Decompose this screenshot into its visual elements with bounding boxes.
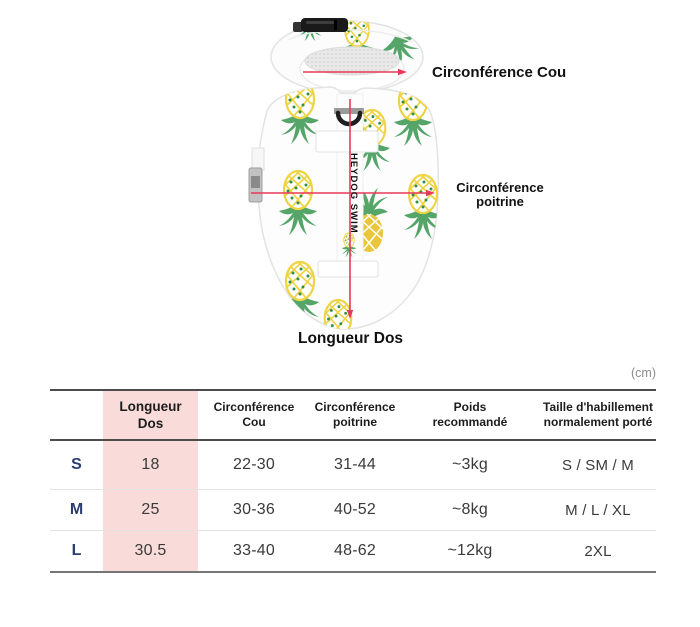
header-size — [50, 391, 103, 439]
buckle-icon — [293, 18, 348, 32]
neck-circumference-label: Circonférence Cou — [432, 64, 567, 81]
poids-value: ~12kg — [447, 542, 493, 559]
cou-value: 33-40 — [233, 542, 275, 559]
header-poids-recommande: Poids recommandé — [432, 399, 508, 429]
header-longueur-dos: Longueur Dos — [103, 391, 198, 439]
chest-circumference-label: Circonférence poitrine — [437, 181, 563, 208]
header-circonference-poitrine: Circonférence poitrine — [314, 399, 396, 429]
table-row: S 18 22-30 31-44 ~3kg S / SM / M — [50, 441, 656, 490]
unit-label: (cm) — [631, 366, 656, 380]
poitrine-value: 48-62 — [334, 542, 376, 559]
size-label: M — [69, 501, 84, 518]
d-ring-icon — [334, 108, 364, 127]
size-table: Longueur Dos Circonférence Cou Circonfér… — [50, 389, 656, 573]
chest-label-line2: poitrine — [476, 193, 524, 209]
poitrine-value: 40-52 — [334, 501, 376, 518]
longueur-dos-value: 25 — [103, 490, 198, 530]
velcro-strap-bottom — [317, 260, 379, 278]
header-taille-habillement: Taille d'habillement normalement porté — [543, 399, 653, 429]
taille-value: S / SM / M — [561, 456, 634, 474]
header-circonference-cou: Circonférence Cou — [213, 399, 295, 429]
longueur-dos-value: 18 — [103, 441, 198, 489]
size-label: S — [71, 456, 82, 473]
poids-value: ~3kg — [452, 456, 488, 473]
brand-text: HEYDOG SWIM — [348, 153, 359, 234]
back-length-label: Longueur Dos — [298, 330, 404, 347]
poitrine-value: 31-44 — [334, 456, 376, 473]
table-header-row: Longueur Dos Circonférence Cou Circonfér… — [50, 389, 656, 441]
table-row: L 30.5 33-40 48-62 ~12kg 2XL — [50, 531, 656, 573]
product-diagram: HEYDOG SWIM — [230, 0, 460, 350]
longueur-dos-value: 30.5 — [103, 531, 198, 571]
measurement-arrows — [251, 71, 428, 312]
velcro-strap-top — [315, 130, 379, 153]
size-label: L — [71, 542, 82, 559]
taille-value: 2XL — [584, 542, 612, 560]
chest-label-line1: Circonférence — [456, 180, 544, 195]
arrowheads — [346, 68, 435, 319]
vest-illustration: HEYDOG SWIM — [248, 18, 439, 330]
table-row: M 25 30-36 40-52 ~8kg M / L / XL — [50, 490, 656, 531]
poids-value: ~8kg — [452, 501, 488, 518]
side-clip-icon — [248, 147, 265, 203]
mesh-panel — [304, 46, 400, 76]
taille-value: M / L / XL — [565, 501, 631, 519]
cou-value: 22-30 — [233, 456, 275, 473]
collar — [270, 20, 424, 94]
cou-value: 30-36 — [233, 501, 275, 518]
